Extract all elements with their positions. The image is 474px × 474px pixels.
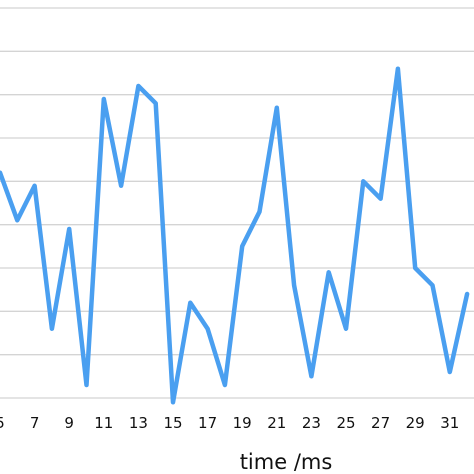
x-tick-label-3: 11 [94,414,113,432]
gridlines [0,7,474,399]
x-tick-label-11: 27 [371,414,390,432]
x-tick-label-0: 5 [0,414,5,432]
x-tick-label-2: 9 [64,414,74,432]
x-tick-label-10: 25 [336,414,355,432]
x-axis-title: time /ms [240,450,333,474]
series-group [0,66,470,405]
x-tick-label-13: 31 [440,414,459,432]
x-tick-label-5: 15 [163,414,182,432]
x-tick-label-7: 19 [233,414,252,432]
x-tick-labels: 5 7 9 11 13 15 17 19 21 23 25 27 29 31 [0,414,459,432]
x-tick-label-6: 17 [198,414,217,432]
x-tick-label-8: 21 [267,414,286,432]
x-tick-label-12: 29 [406,414,425,432]
x-tick-label-9: 23 [302,414,321,432]
series-line-0 [0,66,470,405]
x-tick-label-1: 7 [30,414,40,432]
x-tick-label-4: 13 [129,414,148,432]
